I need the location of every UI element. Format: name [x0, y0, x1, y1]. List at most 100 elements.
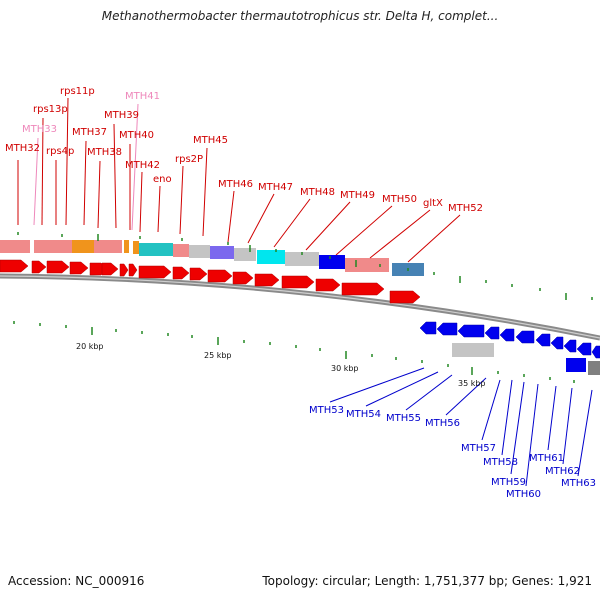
reverse-gene-arrow: [550, 336, 564, 350]
label-MTH39: MTH39: [104, 110, 139, 121]
forward-gene-arrow: [69, 261, 89, 275]
label-leader-line: [547, 385, 557, 451]
label-leader-line: [481, 379, 501, 441]
label-MTH57: MTH57: [461, 443, 496, 454]
label-leader-line: [247, 193, 275, 244]
forward-gene-arrow: [207, 269, 233, 283]
label-leader-line: [525, 383, 539, 487]
reverse-gene-arrow: [436, 322, 458, 336]
reverse-gene-arrow: [591, 345, 600, 359]
reverse-strand-genes: [419, 321, 600, 359]
label-rps13p: rps13p: [33, 104, 68, 115]
accession-text: Accession: NC_000916: [8, 574, 145, 588]
reverse-gene-arrow: [419, 321, 437, 335]
forward-gene-arrow: [341, 282, 385, 296]
forward-gene-arrow: [389, 290, 421, 304]
label-leader-line: [445, 377, 487, 416]
label-MTH41: MTH41: [125, 91, 160, 102]
forward-gene-arrow: [0, 259, 29, 273]
forward-gene-labels: MTH32 MTH33 rps13p rps4p rps11p MTH37 MT…: [5, 86, 483, 214]
forward-gene-arrow: [119, 263, 129, 277]
label-MTH58: MTH58: [483, 457, 518, 468]
label-leader-line: [335, 205, 393, 256]
genome-title: Methanothermobacter thermautotrophicus s…: [101, 9, 499, 23]
label-leader-line: [83, 140, 87, 226]
label-leader-line: [139, 171, 143, 233]
reverse-label-leaders: [329, 367, 593, 487]
label-MTH56: MTH56: [425, 418, 460, 429]
label-leader-line: [405, 374, 453, 411]
reverse-gene-arrow: [457, 324, 485, 338]
label-leader-line: [41, 117, 44, 226]
label-MTH37: MTH37: [72, 127, 107, 138]
reverse-gene-arrow: [499, 328, 515, 342]
label-rps4p: rps4p: [46, 146, 74, 157]
forward-gene-arrow: [189, 267, 208, 281]
reverse-gene-labels: MTH53 MTH54 MTH55 MTH56 MTH57 MTH58 MTH5…: [309, 405, 596, 500]
forward-gene-arrow: [232, 271, 254, 285]
label-MTH61: MTH61: [529, 453, 564, 464]
cog-feature-band: [0, 240, 600, 375]
label-leader-line: [157, 185, 161, 233]
label-leader-line: [65, 97, 69, 226]
label-MTH54: MTH54: [346, 409, 381, 420]
label-MTH49: MTH49: [340, 190, 375, 201]
label-leader-line: [97, 160, 101, 229]
label-MTH47: MTH47: [258, 182, 293, 193]
label-leader-line: [365, 371, 439, 407]
label-MTH52: MTH52: [448, 203, 483, 214]
label-rps11p: rps11p: [60, 86, 95, 97]
label-leader-line: [273, 198, 311, 248]
label-leader-line: [407, 214, 461, 263]
label-leader-line: [369, 209, 431, 259]
label-MTH50: MTH50: [382, 194, 417, 205]
forward-gene-arrow: [138, 265, 172, 279]
reverse-gene-arrow: [515, 330, 535, 344]
label-leader-line: [33, 137, 39, 226]
genome-summary-text: Topology: circular; Length: 1,751,377 bp…: [262, 574, 592, 588]
label-rps2P: rps2P: [175, 154, 203, 165]
reverse-gene-arrow: [484, 326, 500, 340]
forward-gene-arrow: [315, 278, 341, 292]
label-leader-line: [179, 165, 184, 235]
forward-gene-arrow: [31, 260, 47, 274]
label-leader-line: [501, 379, 513, 456]
label-leader-line: [305, 201, 351, 251]
label-MTH63: MTH63: [561, 478, 596, 489]
label-MTH59: MTH59: [491, 477, 526, 488]
label-MTH60: MTH60: [506, 489, 541, 500]
reverse-gene-arrow: [535, 333, 551, 347]
forward-strand-genes: [0, 259, 421, 304]
label-leader-line: [510, 381, 525, 475]
reverse-gene-arrow: [563, 339, 577, 353]
scale-labels: 20 kbp 25 kbp 30 kbp 35 kbp: [76, 342, 486, 388]
label-MTH32: MTH32: [5, 143, 40, 154]
forward-gene-arrow: [254, 273, 280, 287]
forward-gene-arrow: [46, 260, 70, 274]
label-MTH33: MTH33: [22, 124, 57, 135]
label-leader-line: [562, 387, 573, 465]
label-leader-line: [577, 389, 593, 477]
scale-label-25kbp: 25 kbp: [204, 351, 232, 360]
label-leader-line: [113, 123, 117, 229]
forward-gene-arrow: [172, 266, 190, 280]
label-MTH40: MTH40: [119, 130, 154, 141]
label-MTH48: MTH48: [300, 187, 335, 198]
forward-gene-arrow: [281, 275, 315, 289]
reverse-gene-arrow: [576, 342, 592, 356]
label-MTH46: MTH46: [218, 179, 253, 190]
label-MTH38: MTH38: [87, 147, 122, 158]
label-leader-line: [202, 147, 208, 237]
forward-label-leaders: [17, 97, 461, 263]
label-MTH55: MTH55: [386, 413, 421, 424]
label-eno: eno: [153, 174, 172, 185]
label-leader-line: [131, 103, 139, 231]
label-MTH42: MTH42: [125, 160, 160, 171]
backbone: [0, 273, 600, 341]
scale-label-35kbp: 35 kbp: [458, 379, 486, 388]
scale-label-20kbp: 20 kbp: [76, 342, 104, 351]
scale-label-30kbp: 30 kbp: [331, 364, 359, 373]
scale-ticks: [13, 232, 593, 383]
